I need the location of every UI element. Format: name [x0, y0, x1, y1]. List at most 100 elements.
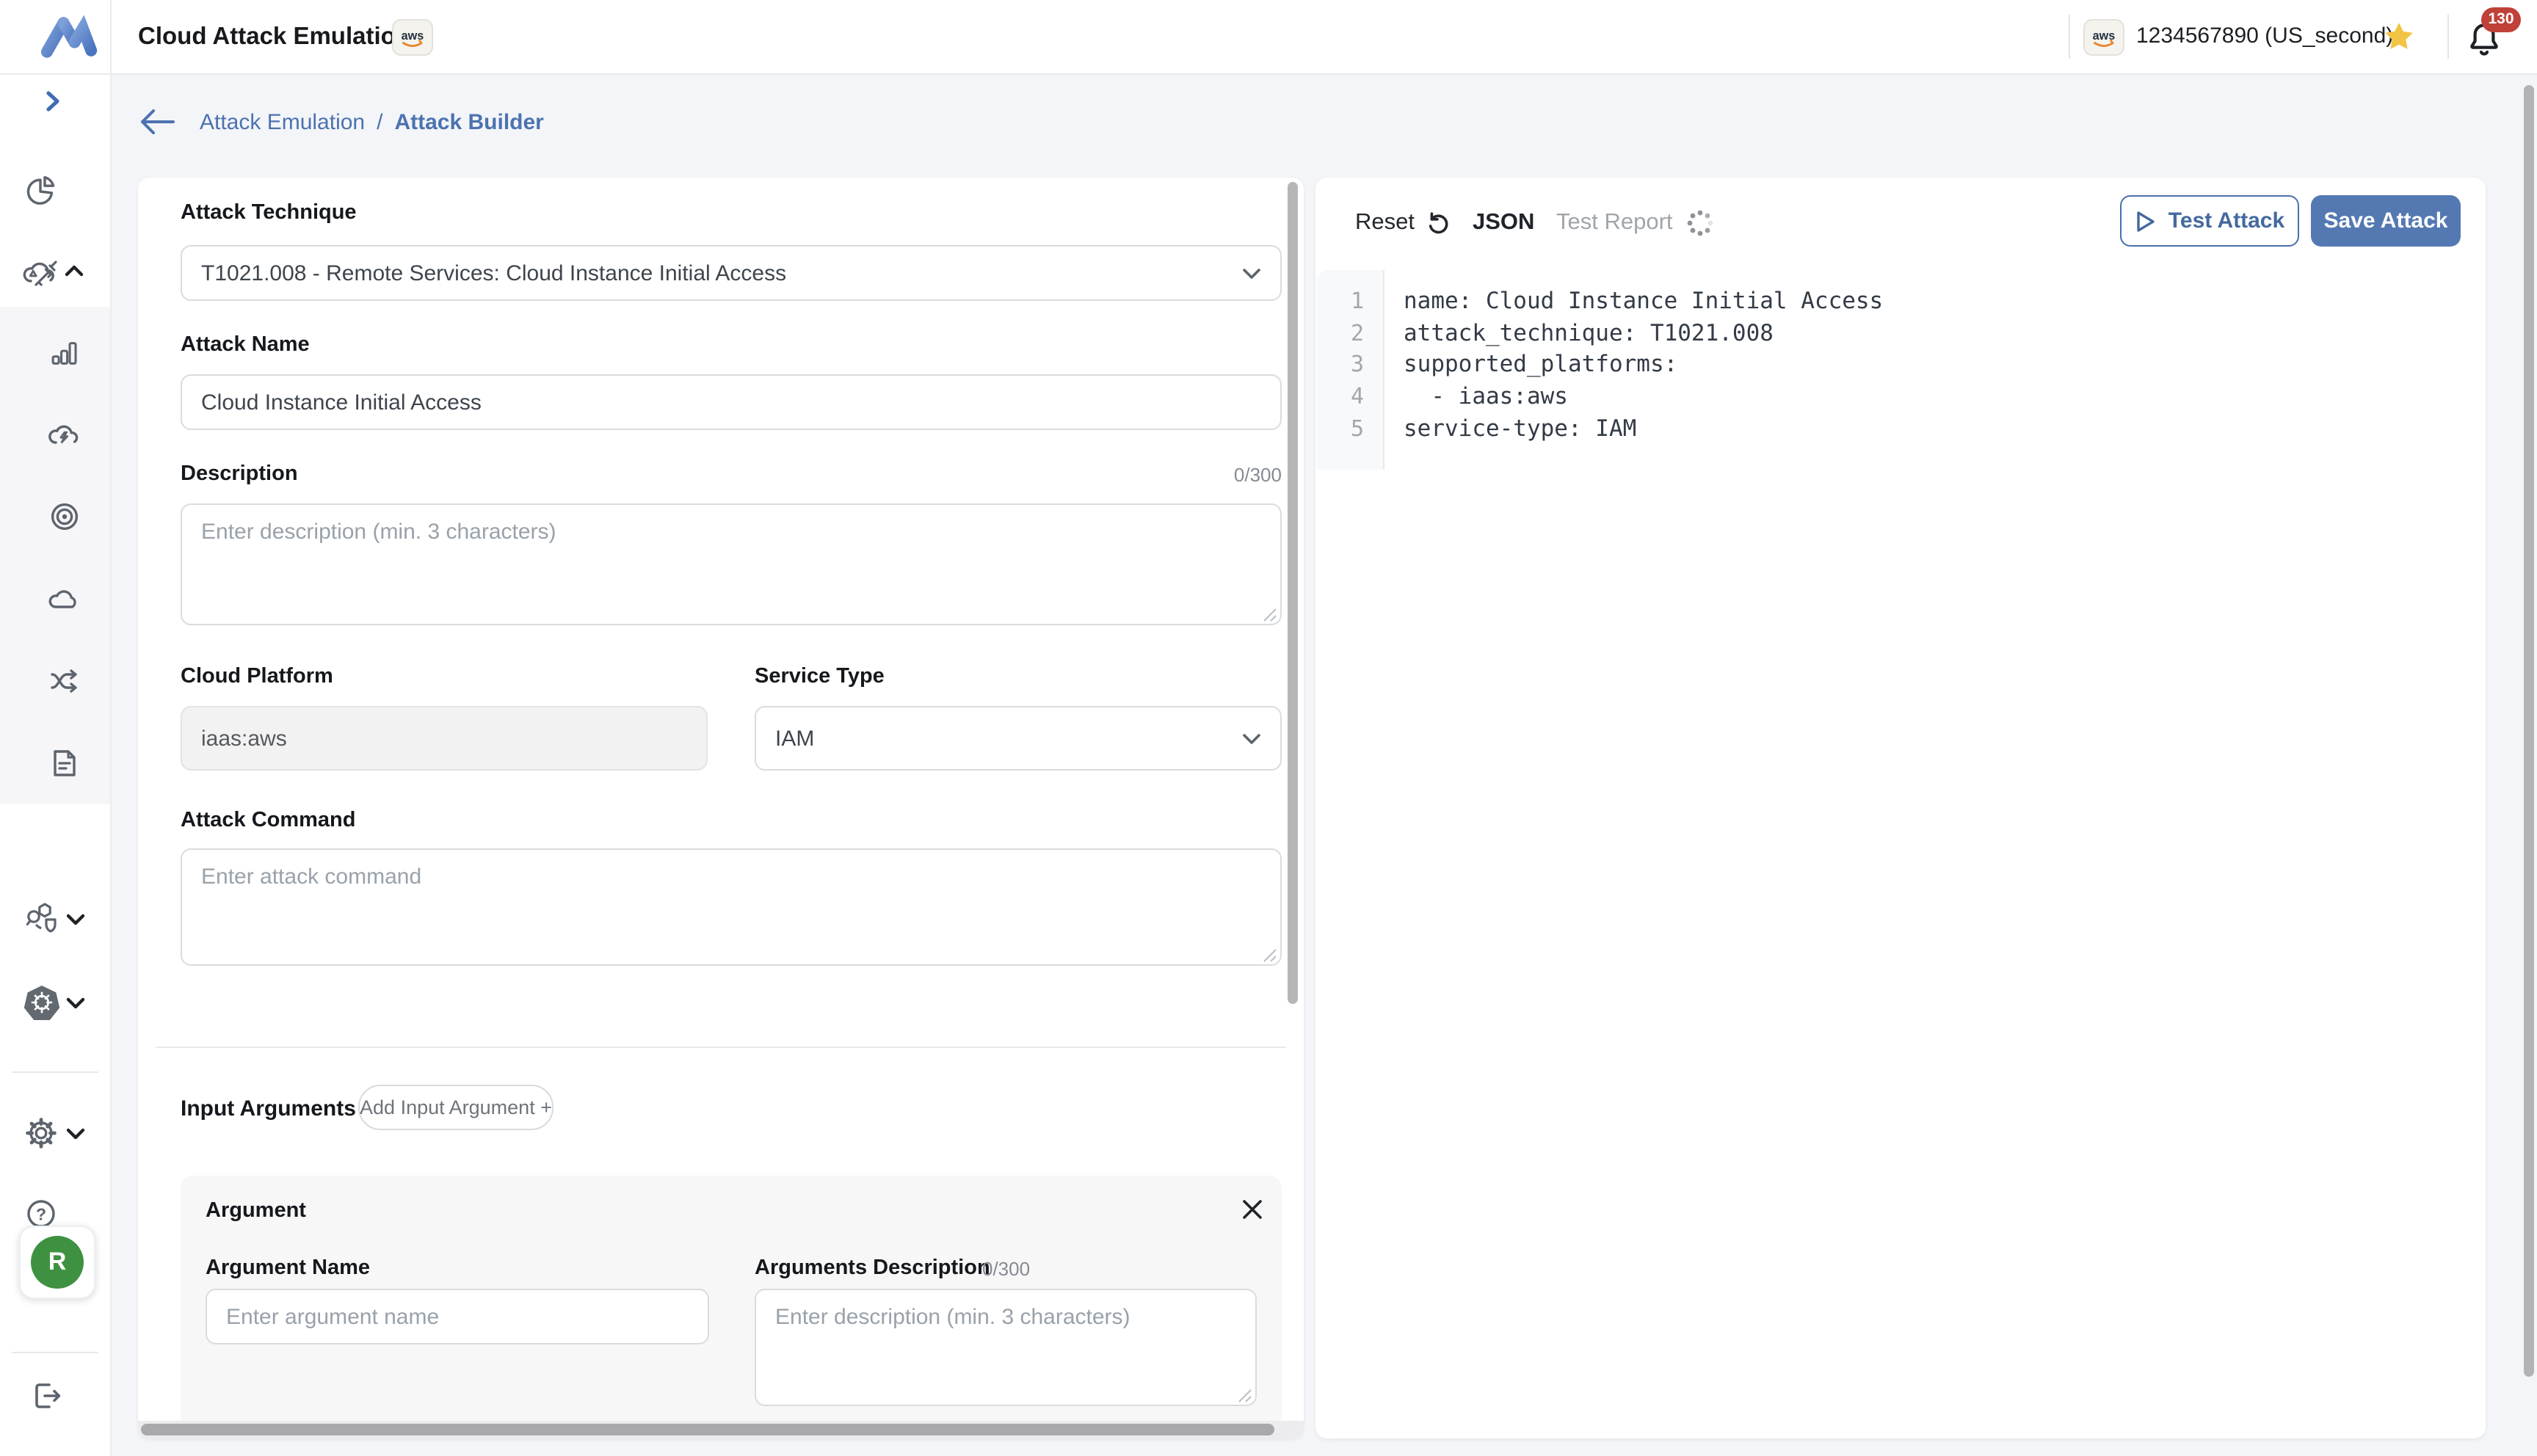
- attack-technique-label: Attack Technique: [181, 201, 357, 225]
- line-text: name: Cloud Instance Initial Access: [1404, 287, 1884, 314]
- form-horizontal-scrollbar[interactable]: [141, 1424, 1274, 1435]
- attack-name-input[interactable]: [181, 374, 1282, 430]
- sidebar-subitem-document-icon[interactable]: [50, 747, 79, 779]
- line-number: 4: [1350, 383, 1364, 410]
- test-report-tab[interactable]: Test Report: [1556, 198, 1716, 247]
- topbar: Cloud Attack Emulation aws aws 123456789…: [0, 0, 2537, 75]
- notification-count-badge: 130: [2481, 7, 2521, 32]
- sidebar-attack-emulation-chevron-up-icon[interactable]: [65, 264, 84, 277]
- loading-spinner-icon: [1688, 209, 1713, 236]
- account-aws-chip[interactable]: aws: [2083, 19, 2124, 56]
- attack-command-textarea[interactable]: [181, 848, 1282, 966]
- yaml-editor[interactable]: 1 name: Cloud Instance Initial Access 2 …: [1315, 270, 2486, 470]
- editor-gutter: [1317, 270, 1384, 470]
- sidebar-item-attack-emulation-icon[interactable]: [21, 254, 62, 291]
- form-vertical-scrollbar[interactable]: [1288, 182, 1298, 1004]
- arguments-description-label: Arguments Description: [755, 1256, 990, 1280]
- description-textarea[interactable]: [181, 503, 1282, 625]
- arguments-description-textarea[interactable]: [755, 1289, 1257, 1406]
- sidebar-subitem-shuffle-icon[interactable]: [48, 666, 81, 696]
- back-arrow-icon[interactable]: [138, 107, 176, 136]
- aws-logo-chip: aws: [392, 19, 433, 56]
- breadcrumb-parent-link[interactable]: Attack Emulation: [200, 109, 366, 134]
- attack-technique-value: T1021.008 - Remote Services: Cloud Insta…: [201, 261, 787, 285]
- sidebar-settings-chevron-down-icon[interactable]: [66, 1127, 85, 1140]
- service-type-select[interactable]: IAM: [755, 706, 1282, 771]
- test-attack-label: Test Attack: [2168, 208, 2285, 233]
- sidebar-subitem-target-icon[interactable]: [48, 500, 81, 533]
- account-selector[interactable]: 1234567890 (US_second): [2136, 23, 2394, 48]
- play-icon: [2137, 211, 2155, 231]
- argument-name-label: Argument Name: [206, 1256, 370, 1280]
- line-text: attack_technique: T1021.008: [1404, 319, 1774, 346]
- sidebar-item-dashboard-pie-chart-icon[interactable]: [25, 173, 57, 205]
- attack-command-label: Attack Command: [181, 809, 356, 832]
- reset-button[interactable]: Reset: [1355, 198, 1450, 247]
- attack-name-label: Attack Name: [181, 333, 310, 357]
- code-line[interactable]: 3 supported_platforms:: [1315, 349, 2486, 381]
- star-icon[interactable]: [2383, 21, 2415, 51]
- sidebar-subitem-signal-bars-icon[interactable]: [48, 338, 79, 368]
- svg-text:aws: aws: [402, 29, 424, 42]
- argument-card: Argument Argument Name Arguments Descrip…: [181, 1176, 1282, 1438]
- breadcrumb-separator: /: [377, 109, 383, 134]
- sidebar-subitem-cloud-icon[interactable]: [47, 584, 81, 612]
- cloud-platform-input: [181, 706, 708, 771]
- line-number: 3: [1350, 351, 1364, 378]
- line-text: - iaas:aws: [1404, 383, 1568, 410]
- chevron-down-icon: [1243, 733, 1260, 743]
- aws-logo: aws: [402, 29, 424, 46]
- code-line[interactable]: 5 service-type: IAM: [1315, 412, 2486, 445]
- code-line[interactable]: 1 name: Cloud Instance Initial Access: [1315, 285, 2486, 317]
- service-type-value: IAM: [775, 726, 815, 751]
- test-attack-button[interactable]: Test Attack: [2120, 195, 2299, 247]
- user-avatar-card[interactable]: R: [19, 1226, 95, 1299]
- attack-builder-form-panel: Attack Technique T1021.008 - Remote Serv…: [138, 178, 1304, 1438]
- code-line[interactable]: 4 - iaas:aws: [1315, 381, 2486, 413]
- reset-label: Reset: [1355, 209, 1415, 234]
- page-vertical-scrollbar[interactable]: [2524, 85, 2534, 1377]
- json-tab[interactable]: JSON: [1473, 198, 1534, 247]
- input-arguments-label: Input Arguments: [181, 1096, 356, 1121]
- svg-text:aws: aws: [2093, 29, 2116, 42]
- topbar-divider: [110, 0, 112, 73]
- sidebar-expand-chevron-right-icon[interactable]: [41, 90, 65, 113]
- avatar: R: [31, 1236, 84, 1289]
- save-attack-button[interactable]: Save Attack: [2311, 195, 2461, 247]
- json-tab-label: JSON: [1473, 209, 1535, 234]
- argument-name-input[interactable]: [206, 1289, 709, 1344]
- attack-editor-panel: Reset JSON Test Report: [1315, 178, 2486, 1438]
- sidebar-divider-2: [12, 1352, 98, 1353]
- sidebar-subitem-storm-cloud-icon[interactable]: [47, 418, 81, 451]
- line-number: 1: [1350, 287, 1364, 314]
- svg-text:?: ?: [36, 1204, 46, 1223]
- line-text: service-type: IAM: [1404, 415, 1637, 443]
- save-attack-label: Save Attack: [2323, 208, 2448, 233]
- attack-technique-select[interactable]: T1021.008 - Remote Services: Cloud Insta…: [181, 245, 1282, 301]
- arguments-description-counter: 0/300: [982, 1258, 1031, 1280]
- chevron-down-icon: [1243, 268, 1260, 278]
- breadcrumb: Attack Emulation / Attack Builder: [138, 103, 544, 141]
- sidebar-item-cloud-security-posture-icon[interactable]: [23, 900, 62, 936]
- aws-logo: aws: [2093, 29, 2116, 46]
- line-text: supported_platforms:: [1404, 351, 1678, 378]
- line-number: 2: [1350, 319, 1364, 346]
- description-label: Description: [181, 462, 298, 486]
- section-divider: [156, 1046, 1286, 1048]
- sidebar-submenu-background: [0, 307, 110, 804]
- cloud-platform-label: Cloud Platform: [181, 665, 333, 688]
- sidebar-item-settings-gear-icon[interactable]: [23, 1115, 59, 1151]
- sidebar-kubernetes-chevron-down-icon[interactable]: [66, 997, 85, 1010]
- logout-icon[interactable]: [29, 1380, 65, 1412]
- argument-card-title: Argument: [206, 1199, 306, 1223]
- code-line[interactable]: 2 attack_technique: T1021.008: [1315, 317, 2486, 349]
- sidebar-item-kubernetes-icon[interactable]: [22, 983, 62, 1022]
- sidebar: ? R: [0, 73, 112, 1456]
- sidebar-posture-chevron-down-icon[interactable]: [66, 913, 85, 926]
- reset-rotate-ccw-icon: [1428, 212, 1448, 234]
- remove-argument-close-icon[interactable]: [1241, 1198, 1264, 1221]
- add-input-argument-button[interactable]: Add Input Argument +: [358, 1085, 554, 1130]
- mitiga-logo-icon: [40, 15, 98, 58]
- test-report-label: Test Report: [1556, 209, 1673, 234]
